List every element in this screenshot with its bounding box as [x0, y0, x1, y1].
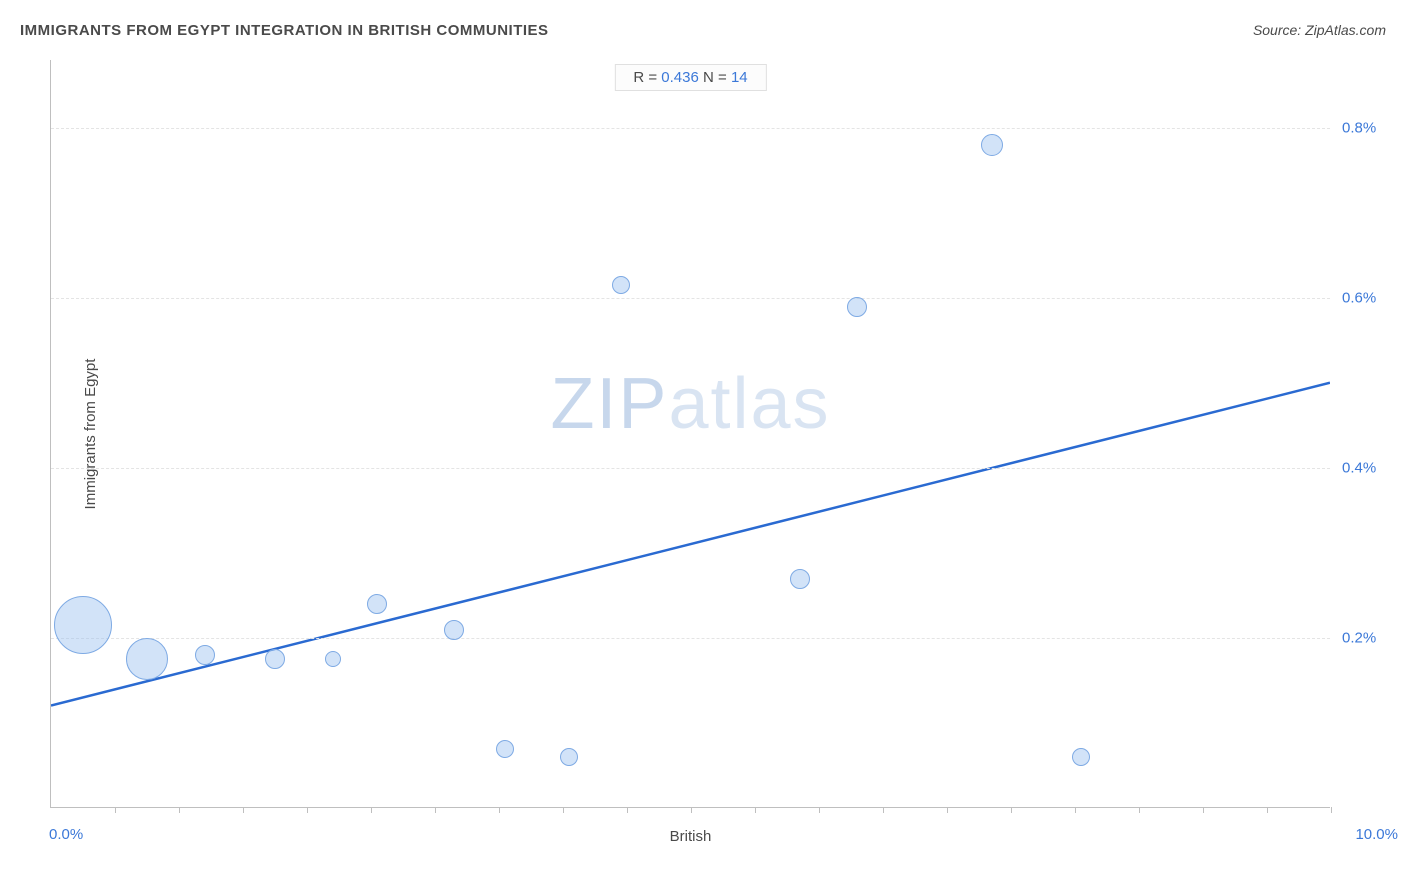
x-tick [243, 807, 244, 813]
y-tick-label: 0.2% [1342, 630, 1402, 647]
plot-area: ZIPatlas R = 0.436 N = 14 Immigrants fro… [50, 60, 1330, 808]
data-point [560, 748, 578, 766]
data-point [54, 596, 112, 654]
trend-line [51, 383, 1330, 706]
x-tick [179, 807, 180, 813]
x-tick [1267, 807, 1268, 813]
source-attribution: Source: ZipAtlas.com [1253, 22, 1386, 38]
gridline [51, 128, 1330, 129]
data-point [612, 276, 630, 294]
n-label: N = [699, 69, 731, 86]
data-point [496, 740, 514, 758]
data-point [126, 638, 168, 680]
data-point [1072, 748, 1090, 766]
r-value: 0.436 [661, 69, 699, 86]
y-axis-label: Immigrants from Egypt [82, 358, 99, 509]
x-tick [1139, 807, 1140, 813]
x-tick [691, 807, 692, 813]
data-point [367, 594, 387, 614]
x-tick [563, 807, 564, 813]
stats-box: R = 0.436 N = 14 [614, 64, 766, 91]
x-tick [435, 807, 436, 813]
y-tick-label: 0.8% [1342, 120, 1402, 137]
x-tick [819, 807, 820, 813]
x-tick [115, 807, 116, 813]
data-point [265, 649, 285, 669]
x-tick [371, 807, 372, 813]
data-point [790, 569, 810, 589]
data-point [195, 645, 215, 665]
x-tick [1203, 807, 1204, 813]
data-point [444, 620, 464, 640]
x-tick [627, 807, 628, 813]
x-tick [1011, 807, 1012, 813]
x-tick [307, 807, 308, 813]
n-value: 14 [731, 69, 748, 86]
x-tick [947, 807, 948, 813]
x-tick [1075, 807, 1076, 813]
x-tick [499, 807, 500, 813]
gridline [51, 638, 1330, 639]
r-label: R = [633, 69, 661, 86]
x-axis-label: British [670, 828, 712, 845]
chart-title: IMMIGRANTS FROM EGYPT INTEGRATION IN BRI… [20, 22, 549, 39]
x-tick [755, 807, 756, 813]
x-tick [883, 807, 884, 813]
data-point [981, 134, 1003, 156]
x-tick [1331, 807, 1332, 813]
watermark: ZIPatlas [550, 363, 830, 445]
trend-line-svg [51, 60, 1330, 807]
watermark-bold: ZIP [550, 364, 668, 444]
x-min-label: 0.0% [49, 826, 83, 843]
data-point [325, 651, 341, 667]
y-tick-label: 0.6% [1342, 290, 1402, 307]
watermark-light: atlas [668, 364, 830, 444]
gridline [51, 298, 1330, 299]
y-tick-label: 0.4% [1342, 460, 1402, 477]
data-point [847, 297, 867, 317]
gridline [51, 468, 1330, 469]
x-max-label: 10.0% [1355, 826, 1398, 843]
